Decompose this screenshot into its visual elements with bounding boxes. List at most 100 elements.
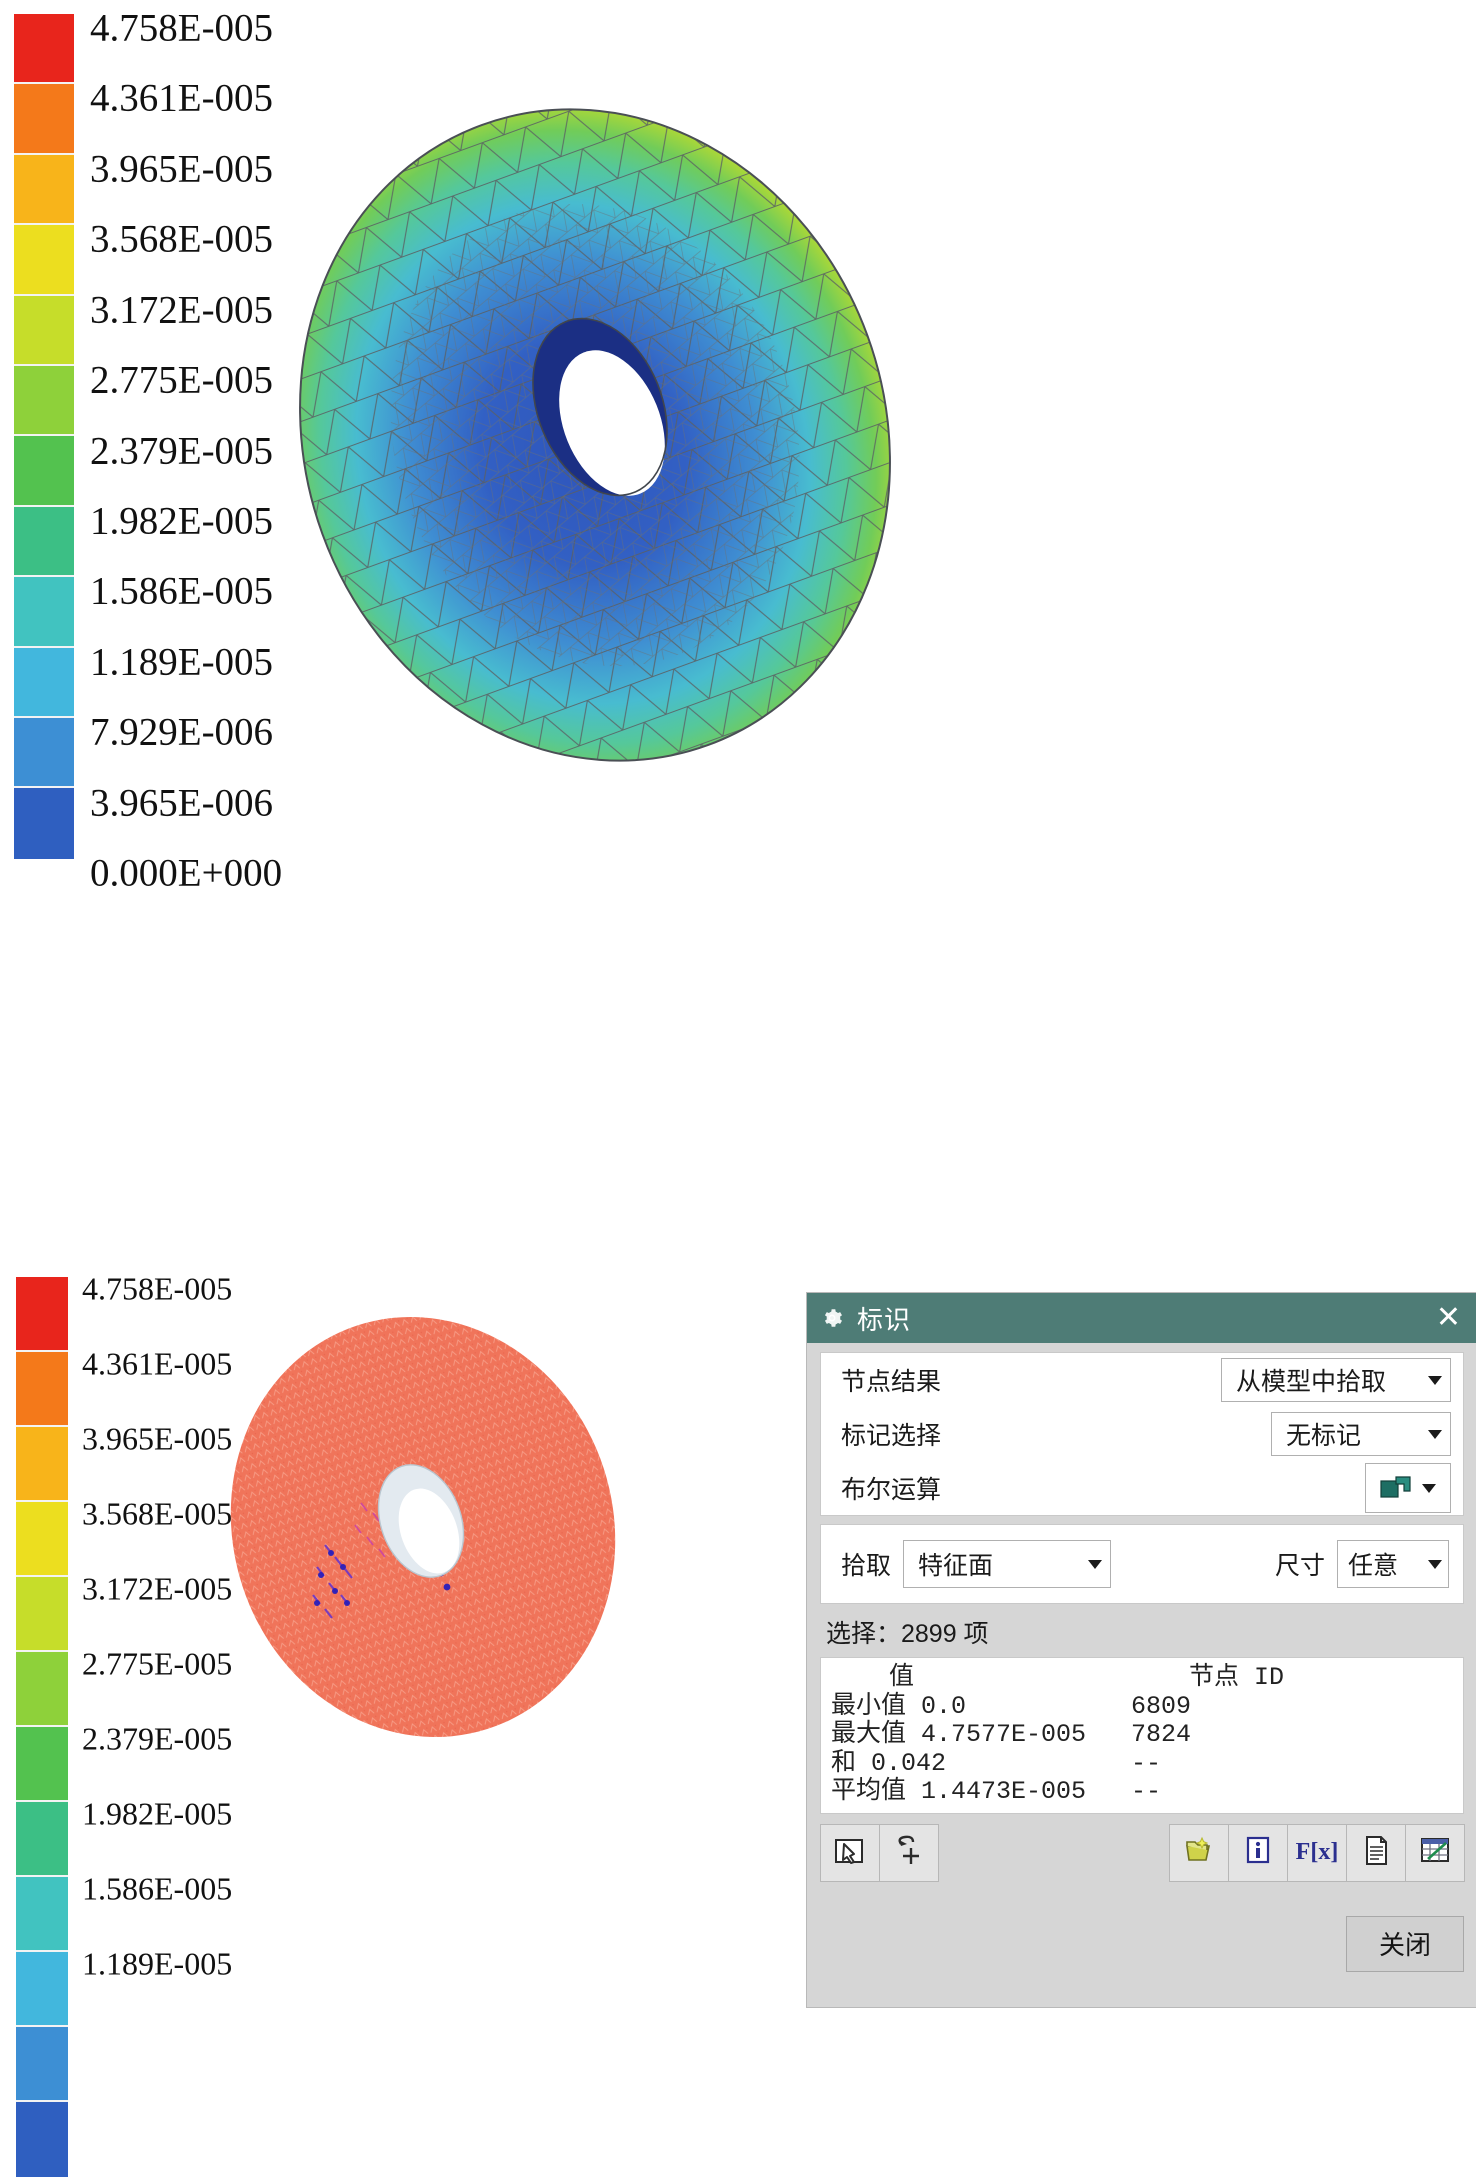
colorbar-tick-label: 1.189E-005 [90, 640, 274, 684]
row-label: 最小值 [831, 1691, 907, 1721]
row-nodeid: -- [1131, 1777, 1162, 1806]
model-viewport-contour[interactable] [290, 85, 910, 815]
dialog-title: 标识 [857, 1304, 912, 1335]
info-icon-button[interactable] [1228, 1823, 1288, 1882]
model-viewport-vectors[interactable] [195, 1295, 655, 1755]
info-icon [1238, 1830, 1278, 1875]
close-icon[interactable]: ✕ [1435, 1301, 1461, 1334]
selection-count-label: 选择：2899 项 [826, 1620, 989, 1648]
colorbar-tick-label: 3.172E-005 [82, 1570, 233, 1607]
pick-group: 拾取 特征面 尺寸 任意 [820, 1524, 1464, 1604]
table-row: 最小值 0.0 6809 [831, 1691, 1463, 1722]
colorbar-segment [16, 1952, 68, 2027]
row-nodeid: 7824 [1131, 1720, 1192, 1749]
colorbar-segment [16, 2102, 68, 2177]
center-hole [532, 317, 668, 497]
function-icon: F[x] [1295, 1839, 1339, 1865]
colorbar-segment [14, 647, 74, 719]
colorbar-segment [14, 225, 74, 296]
colorbar-top: 4.758E-005 4.361E-005 3.965E-005 3.568E-005… [14, 7, 350, 895]
colorbar-tick-label: 7.929E-006 [90, 710, 274, 754]
dropdown-size-value: 任意 [1348, 1552, 1399, 1580]
colorbar-segment [16, 2027, 68, 2102]
dropdown-size[interactable]: 任意 [1337, 1540, 1449, 1588]
gear-icon [821, 1307, 843, 1329]
dialog-body: 节点结果 从模型中拾取 标记选择 无标记 布尔运算 [807, 1343, 1476, 1982]
colorbar-segment [14, 366, 74, 437]
close-button[interactable]: 关闭 [1346, 1915, 1464, 1972]
colorbar-tick-label: 4.361E-005 [82, 1345, 233, 1382]
row-value: 0.042 [871, 1748, 947, 1778]
colorbar-segment [14, 14, 74, 85]
select-box-icon [830, 1830, 870, 1875]
colorbar-tick-label: 1.982E-005 [90, 499, 274, 543]
dialog-toolbar: F[x] [820, 1822, 1465, 1884]
label-pick: 拾取 [841, 1552, 892, 1580]
dropdown-mark-select[interactable]: 无标记 [1271, 1412, 1451, 1456]
bottom-result-panel: 4.758E-005 4.361E-005 3.965E-005 3.568E-005… [0, 1255, 1476, 2177]
row-value: 1.4473E-005 [921, 1777, 1087, 1806]
colorbar-bottom: 4.758E-005 4.361E-005 3.965E-005 3.568E-005… [16, 1271, 332, 2177]
colorbar-tick-label: 3.568E-005 [82, 1495, 233, 1532]
center-hole-2 [377, 1464, 465, 1578]
colorbar-tick-label: 1.586E-005 [90, 569, 274, 613]
colorbar-segment [16, 1577, 68, 1652]
dropdown-pick-value: 特征面 [918, 1552, 994, 1580]
row-nodeid: -- [1131, 1748, 1162, 1778]
colorbar-tick-label: 2.379E-005 [90, 429, 274, 472]
colorbar-top-scale [14, 14, 74, 859]
dropdown-mark-select-value: 无标记 [1286, 1422, 1362, 1450]
reset-pointer-icon-button[interactable] [879, 1823, 939, 1882]
dialog-titlebar[interactable]: 标识 ✕ [807, 1293, 1476, 1343]
reset-pointer-icon [889, 1830, 929, 1875]
select-box-icon-button[interactable] [820, 1823, 880, 1882]
colorbar-tick-label: 0.000E+000 [90, 851, 283, 895]
function-icon-button[interactable]: F[x] [1287, 1823, 1347, 1882]
colorbar-segment [16, 1352, 68, 1427]
results-header-value: 值 [889, 1663, 915, 1692]
colorbar-tick-label: 2.379E-005 [82, 1720, 233, 1757]
colorbar-segment [16, 1877, 68, 1952]
dropdown-node-result-value: 从模型中拾取 [1236, 1368, 1387, 1396]
document-icon-button[interactable] [1346, 1823, 1406, 1882]
dialog-footer: 关闭 [820, 1884, 1464, 1972]
colorbar-segment [16, 1802, 68, 1877]
colorbar-top-labels: 4.758E-005 4.361E-005 3.965E-005 3.568E-005… [90, 7, 350, 895]
label-node-result: 节点结果 [841, 1368, 942, 1396]
table-row: 最大值 4.7577E-005 7824 [831, 1720, 1463, 1750]
colorbar-segment [14, 436, 74, 507]
field-row-mark-select: 标记选择 无标记 [821, 1407, 1463, 1461]
label-size: 尺寸 [1274, 1552, 1325, 1580]
colorbar-segment [14, 154, 74, 226]
open-folder-icon [1179, 1830, 1219, 1875]
row-value: 0.0 [921, 1691, 967, 1721]
colorbar-segment [16, 1652, 68, 1727]
label-boolean-op: 布尔运算 [841, 1476, 942, 1504]
chevron-down-icon [1428, 1375, 1442, 1385]
colorbar-segment [14, 84, 74, 155]
pick-row: 拾取 特征面 尺寸 任意 [821, 1525, 1463, 1603]
toolbar-left-group [820, 1823, 939, 1882]
vector-disc-svg [230, 1317, 616, 1737]
dropdown-boolean-op[interactable] [1365, 1463, 1451, 1513]
chevron-down-icon [1088, 1559, 1103, 1569]
toolbar-right-group: F[x] [1169, 1823, 1465, 1882]
open-folder-icon-button[interactable] [1169, 1823, 1229, 1882]
colorbar-tick-label: 1.982E-005 [82, 1795, 233, 1832]
top-result-panel: 4.758E-005 4.361E-005 3.965E-005 3.568E-005… [0, 0, 1476, 910]
dropdown-pick[interactable]: 特征面 [903, 1540, 1112, 1588]
colorbar-tick-label: 2.775E-005 [90, 358, 274, 402]
identify-dialog[interactable]: 标识 ✕ 节点结果 从模型中拾取 标记选择 无标记 [806, 1292, 1476, 2008]
dropdown-node-result[interactable]: 从模型中拾取 [1221, 1358, 1451, 1402]
row-label: 和 [831, 1748, 857, 1778]
fields-group: 节点结果 从模型中拾取 标记选择 无标记 布尔运算 [820, 1352, 1464, 1516]
colorbar-tick-label: 3.965E-006 [90, 781, 274, 825]
chevron-down-icon [1422, 1483, 1436, 1493]
colorbar-tick-label: 3.568E-005 [90, 217, 274, 261]
colorbar-tick-label: 4.758E-005 [90, 6, 274, 50]
colorbar-segment [14, 577, 74, 648]
colorbar-segment [16, 1277, 68, 1352]
spreadsheet-icon-button[interactable] [1405, 1823, 1465, 1882]
colorbar-bottom-labels: 4.758E-005 4.361E-005 3.965E-005 3.568E-005… [82, 1271, 332, 2177]
label-mark-select: 标记选择 [841, 1422, 942, 1450]
